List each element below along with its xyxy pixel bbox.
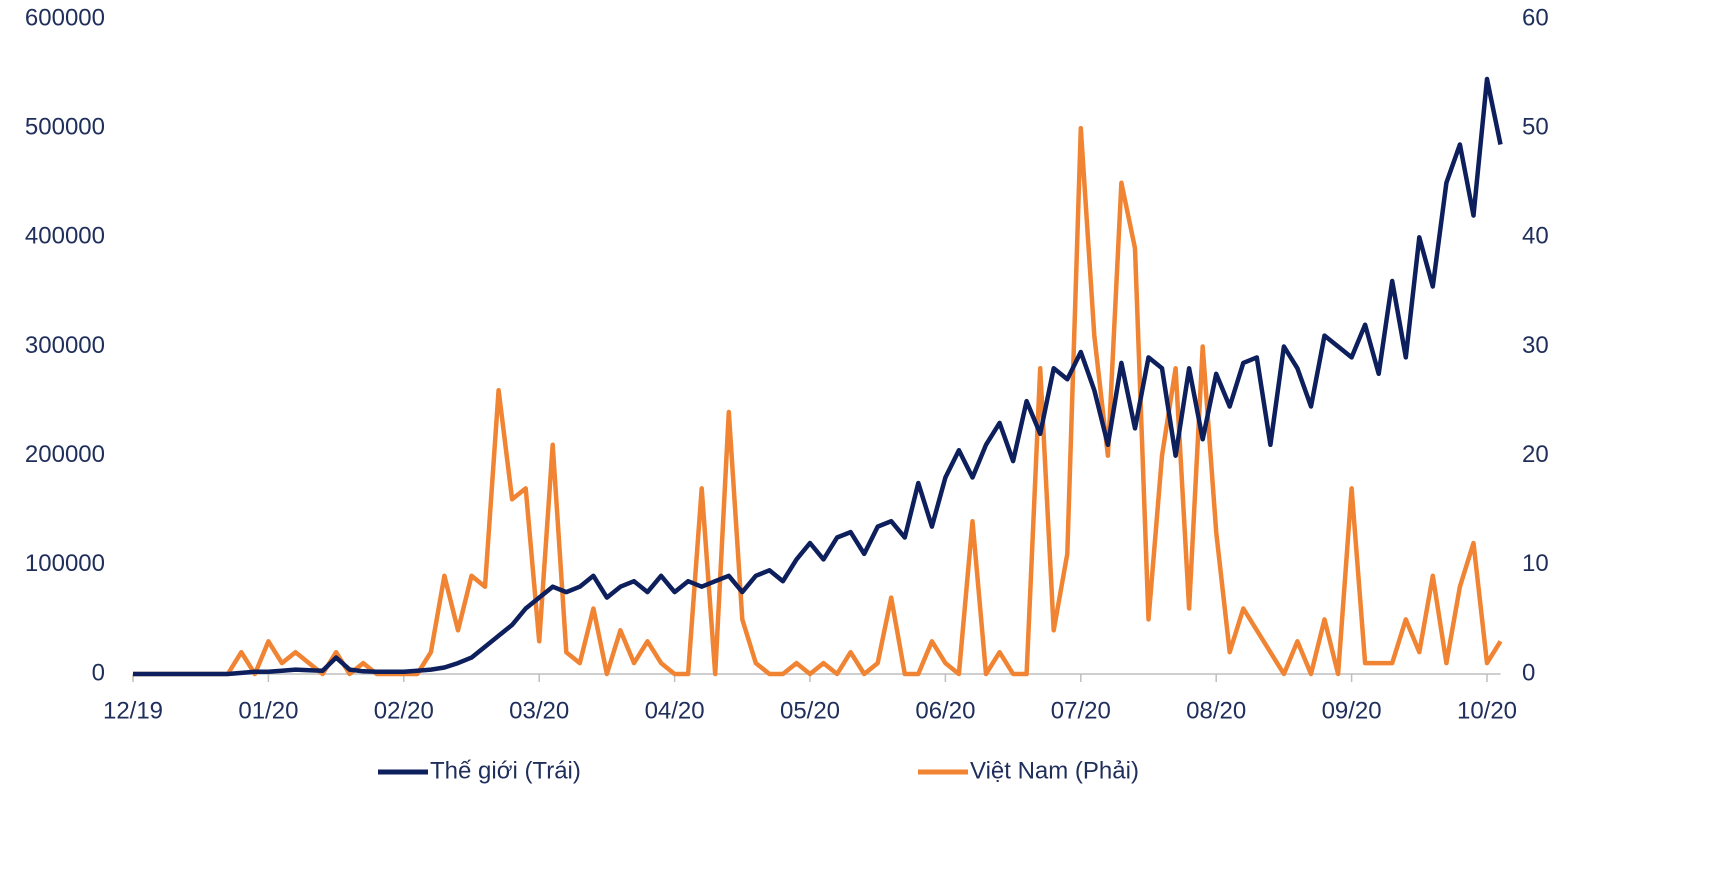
- y-tick-label: 0: [92, 659, 105, 686]
- legend-label: Thế giới (Trái): [430, 757, 581, 784]
- series-line: [133, 125, 1503, 677]
- x-tick-label: 02/20: [374, 697, 434, 724]
- x-tick-label: 04/20: [645, 697, 705, 724]
- x-tick-label: 10/20: [1457, 697, 1517, 724]
- x-tick-label: 09/20: [1322, 697, 1382, 724]
- y2-tick-label: 40: [1522, 223, 1549, 250]
- y2-tick-label: 30: [1522, 332, 1549, 359]
- y-tick-label: 100000: [25, 550, 105, 577]
- x-tick-label: 01/20: [238, 697, 298, 724]
- x-tick-label: 06/20: [915, 697, 975, 724]
- y2-tick-label: 20: [1522, 441, 1549, 468]
- y2-tick-label: 60: [1522, 4, 1549, 31]
- legend-label: Việt Nam (Phải): [970, 757, 1139, 784]
- y-tick-label: 300000: [25, 332, 105, 359]
- x-tick-label: 03/20: [509, 697, 569, 724]
- y-tick-label: 600000: [25, 4, 105, 31]
- y-tick-label: 200000: [25, 441, 105, 468]
- x-tick-label: 05/20: [780, 697, 840, 724]
- x-tick-label: 08/20: [1186, 697, 1246, 724]
- x-tick-label: 07/20: [1051, 697, 1111, 724]
- y-tick-label: 400000: [25, 223, 105, 250]
- x-tick-label: 12/19: [103, 697, 163, 724]
- y-tick-label: 500000: [25, 114, 105, 141]
- series-line: [133, 76, 1503, 677]
- y2-tick-label: 10: [1522, 550, 1549, 577]
- y2-tick-label: 0: [1522, 659, 1535, 686]
- y2-tick-label: 50: [1522, 114, 1549, 141]
